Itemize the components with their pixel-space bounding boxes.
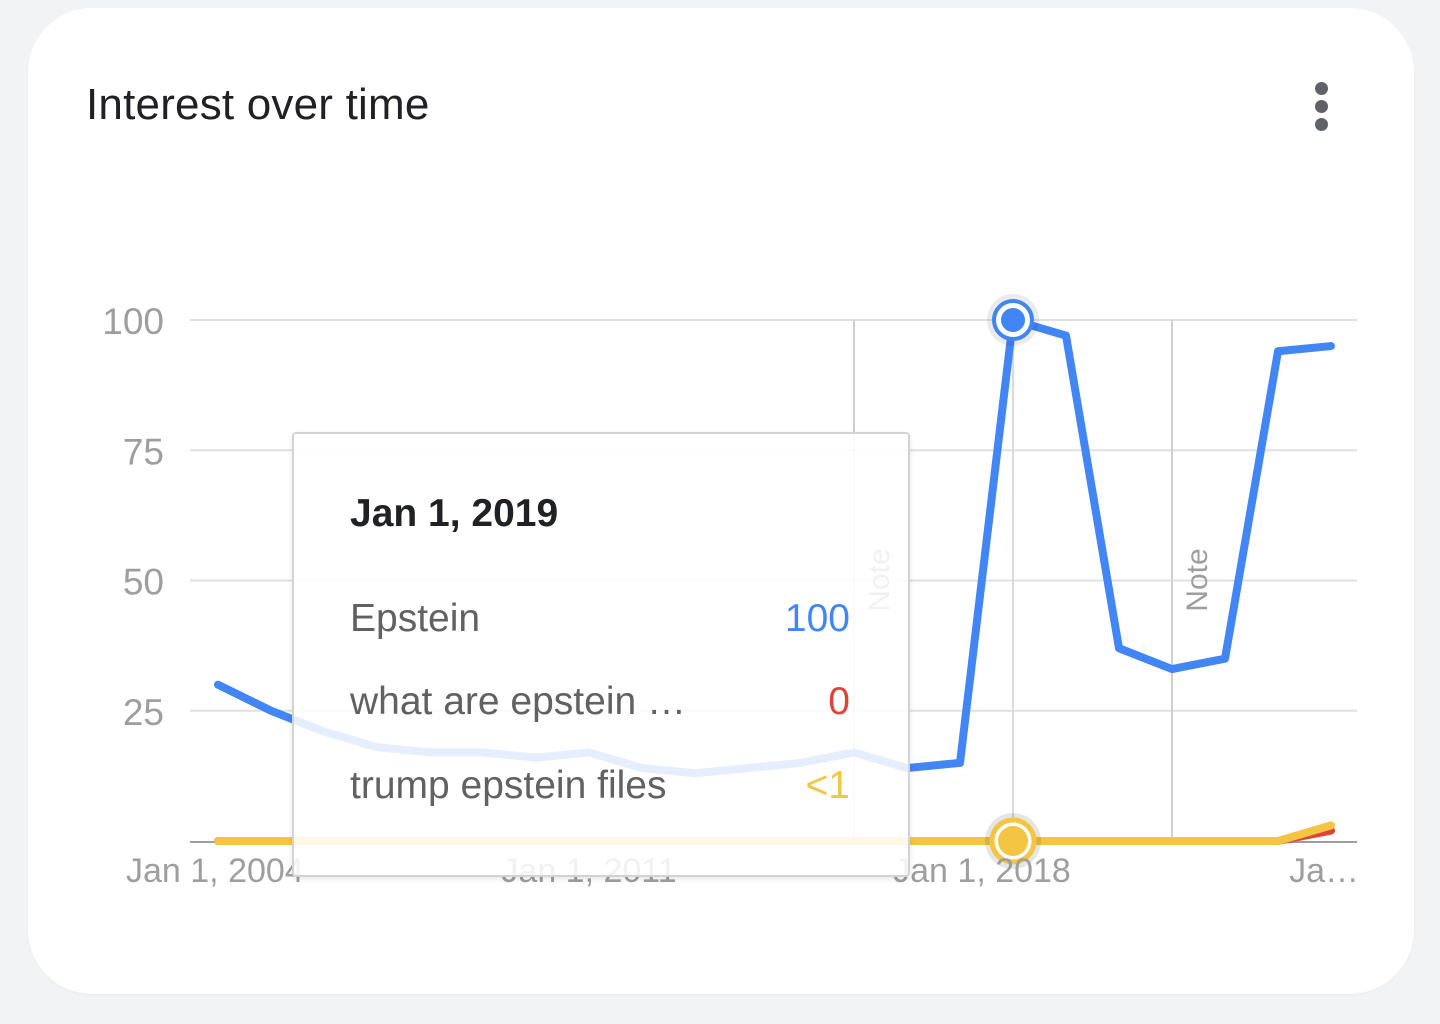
y-tick-label: 75 — [123, 431, 164, 472]
y-tick-label: 100 — [102, 301, 164, 342]
tooltip-row-trump: trump epstein files <1 — [350, 764, 850, 812]
chart-tooltip: Jan 1, 2019 Epstein 100 what are epstein… — [292, 432, 910, 877]
y-tick-label: 25 — [123, 692, 164, 733]
tooltip-label: Epstein — [350, 597, 481, 640]
x-tick-label: Ja… — [1289, 852, 1359, 890]
highlight-point-trump-dot — [998, 826, 1028, 856]
menu-dot — [1315, 82, 1328, 95]
tooltip-date: Jan 1, 2019 — [350, 492, 559, 535]
menu-dot — [1315, 100, 1328, 113]
card-title: Interest over time — [86, 80, 430, 129]
tooltip-label: trump epstein files — [350, 764, 667, 807]
note-label: Note — [1181, 548, 1214, 611]
tooltip-value: 100 — [784, 597, 850, 640]
tooltip-row-epstein: Epstein 100 — [350, 597, 850, 645]
menu-dot — [1315, 118, 1328, 131]
more-options-icon[interactable] — [1298, 76, 1346, 136]
y-tick-label: 50 — [123, 562, 164, 603]
tooltip-value: <1 — [805, 764, 850, 807]
tooltip-row-what-are: what are epstein … 0 — [350, 680, 850, 728]
x-tick-label: Jan 1, 2004 — [126, 852, 304, 890]
highlight-point-epstein-dot — [1001, 308, 1025, 332]
tooltip-value: 0 — [828, 680, 850, 723]
tooltip-label: what are epstein … — [350, 680, 687, 723]
x-tick-label: Jan 1, 2018 — [893, 852, 1071, 890]
